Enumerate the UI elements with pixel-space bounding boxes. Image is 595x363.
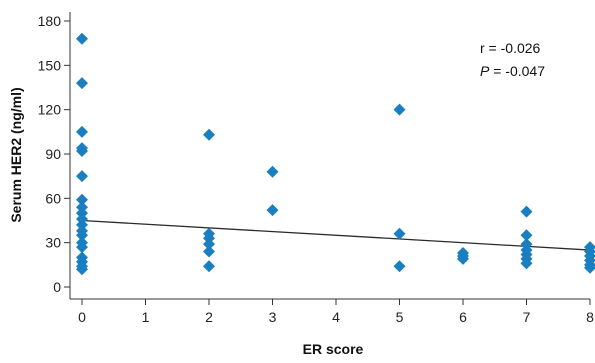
data-point [76,193,88,206]
x-tick-label: 0 [78,309,86,325]
x-tick-label: 5 [396,309,404,325]
data-point [393,103,406,116]
data-point [393,260,406,273]
data-point [457,252,469,265]
data-point [203,128,215,141]
y-tick-label: 180 [38,13,62,29]
data-point [76,229,88,242]
x-tick-label: 4 [332,309,340,325]
regression-line [81,219,591,251]
x-tick-label: 8 [586,309,594,325]
data-point [266,165,279,178]
p-value: = -0.047 [489,63,545,79]
data-point [76,77,88,90]
p-symbol: P [480,63,490,79]
y-tick-label: 90 [45,146,61,162]
y-tick-label: 30 [45,235,61,251]
p-value-annotation: P = -0.047 [480,63,545,79]
data-point [76,145,88,158]
trend-layer [81,219,591,251]
data-point [520,229,533,242]
y-tick-label: 0 [53,279,61,295]
data-point [203,245,215,258]
axes [69,12,590,300]
x-tick-label: 7 [523,309,531,325]
data-point [203,238,215,251]
correlation-r-annotation: r = -0.026 [480,40,541,56]
data-point [76,263,88,276]
y-axis-title: Serum HER2 (ng/ml) [8,87,24,222]
data-point [203,260,215,273]
data-point [76,125,88,138]
data-point [520,257,533,270]
data-point [584,261,595,274]
x-tick-label: 6 [459,309,467,325]
data-point [266,204,279,217]
x-ticks: 0 1 2 3 4 5 6 7 8 [78,299,594,325]
x-tick-label: 2 [205,309,213,325]
data-point [393,227,406,240]
y-tick-label: 60 [45,190,61,206]
x-tick-label: 1 [142,309,150,325]
y-tick-label: 150 [38,57,62,73]
data-point [76,32,88,45]
y-ticks: 0 30 60 90 120 150 180 [38,13,70,295]
data-points [76,32,595,276]
data-point [76,170,88,183]
x-tick-label: 3 [269,309,277,325]
data-point [76,241,88,254]
y-tick-label: 120 [38,102,62,118]
data-point [520,205,533,218]
x-axis-title: ER score [303,341,364,357]
